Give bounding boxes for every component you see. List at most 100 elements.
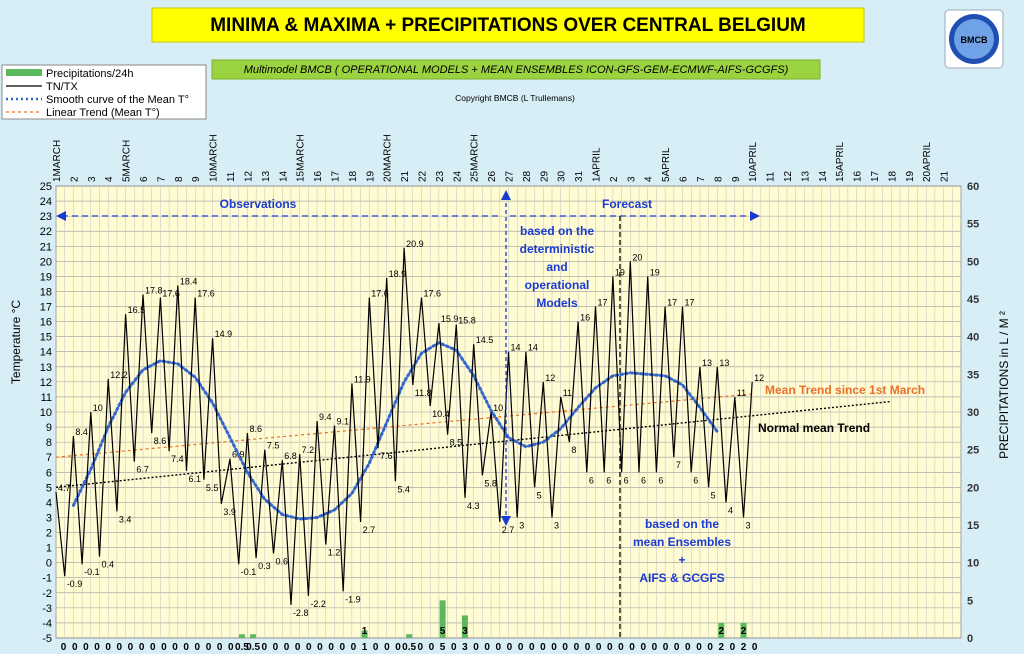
precip-label: 0 xyxy=(339,642,345,653)
temp-point-label: 2.7 xyxy=(502,525,515,535)
precip-label: 0 xyxy=(752,642,758,653)
temp-point-label: 12 xyxy=(545,373,555,383)
temp-point-label: 8 xyxy=(571,445,576,455)
y-tick-label: -5 xyxy=(42,633,52,645)
x-tick-label: 8 xyxy=(713,176,724,182)
precip-label: 0 xyxy=(596,642,602,653)
y-tick-label: 15 xyxy=(40,332,52,344)
ensembles-note-line: based on the xyxy=(645,517,719,531)
grid xyxy=(55,185,962,639)
precip-label: 0 xyxy=(128,642,134,653)
temp-point-label: -2.8 xyxy=(293,608,309,618)
precip-label: 0 xyxy=(306,642,312,653)
temp-point-label: 6.1 xyxy=(189,474,202,484)
x-tick-label: 24 xyxy=(452,170,463,182)
precip-label: 0 xyxy=(295,642,301,653)
precip-labels: 0 0 0 0 0 0 0 0 0 0 0 0 0 0 0 0 0.50.5 0 0 0 0 0 0 0 0 0 110 0 0 0.5 0… xyxy=(61,626,758,653)
bmcb-logo: BMCB xyxy=(944,9,1004,69)
y-tick-label: -3 xyxy=(42,603,52,615)
temp-point-label: 12 xyxy=(754,373,764,383)
smooth-mean-curve xyxy=(71,341,719,521)
y-right-tick-label: 10 xyxy=(967,558,979,570)
temperature-labels: 4.7 -0.9 8.4 -0.1 10 0.4 12.2 3.4 16.5 6.7 17.8 8.6… xyxy=(58,239,764,618)
temp-point-label: 0.6 xyxy=(276,557,289,567)
precip-bar xyxy=(361,630,368,638)
title-box xyxy=(151,7,865,43)
x-tick-label: 28 xyxy=(522,170,533,182)
y-tick-label: 4 xyxy=(46,497,52,509)
deterministic-note-line: operational xyxy=(525,278,590,292)
precip-label: 0 xyxy=(105,642,111,653)
temp-point-label: -0.1 xyxy=(241,567,257,577)
forecast-arrow xyxy=(510,211,760,221)
y-tick-label: 7 xyxy=(46,452,52,464)
temp-point-label: 6 xyxy=(606,475,611,485)
temp-point-label: 17.6 xyxy=(197,288,215,298)
temperature-series xyxy=(55,247,753,605)
precip-bar-label: 5 xyxy=(440,626,446,637)
x-tick-label: 22 xyxy=(417,170,428,182)
temp-point-label: 3.9 xyxy=(223,507,236,517)
precip-label: 0 xyxy=(429,642,435,653)
temp-point-label: 10.4 xyxy=(432,409,450,419)
legend-swatch-precip xyxy=(6,69,42,76)
precip-label: 0 xyxy=(217,642,223,653)
temp-point-label: 3.4 xyxy=(119,514,132,524)
y-tick-label: 9 xyxy=(46,422,52,434)
temp-point-label: 0.4 xyxy=(102,560,115,570)
temp-point-label: 19 xyxy=(650,267,660,277)
temp-point-label: 18.9 xyxy=(389,269,407,279)
legend-label: Precipitations/24h xyxy=(46,68,133,80)
legend-label: Linear Trend (Mean T°) xyxy=(46,107,160,119)
precip-bar xyxy=(740,622,747,638)
x-tick-label: 17 xyxy=(870,170,881,182)
precip-label: 0 xyxy=(72,642,78,653)
y-right-tick-label: 15 xyxy=(967,520,979,532)
y-axis-label: Temperature °C xyxy=(9,300,23,384)
temp-point-label: 8.6 xyxy=(249,424,262,434)
precip-label: 0.5 xyxy=(246,642,260,653)
precip-label: 0 xyxy=(418,642,424,653)
x-tick-label: 10MARCH xyxy=(209,134,220,182)
temp-point-label: 16 xyxy=(580,313,590,323)
temp-point-label: 4.7 xyxy=(58,483,71,493)
y-axis-right-ticks: 0 5 10 15 20 25 30 35 40 45 50 55 60 xyxy=(967,181,979,645)
temp-point-label: 1.2 xyxy=(328,548,341,558)
x-tick-label: 21 xyxy=(940,170,951,182)
temp-point-label: 17 xyxy=(667,298,677,308)
ensembles-note-line: AIFS & GCGFS xyxy=(639,571,724,585)
x-tick-label: 11 xyxy=(226,171,237,182)
x-tick-label: 3 xyxy=(626,176,637,182)
x-tick-label: 8 xyxy=(174,176,185,182)
x-tick-label: 10APRIL xyxy=(748,142,759,182)
x-tick-label: 19 xyxy=(365,170,376,182)
precip-label: 0 xyxy=(585,642,591,653)
x-tick-label: 20APRIL xyxy=(922,142,933,182)
temp-point-label: 17 xyxy=(685,298,695,308)
y-tick-label: 12 xyxy=(40,377,52,389)
y-right-tick-label: 30 xyxy=(967,407,979,419)
precip-bar xyxy=(461,615,468,638)
x-tick-label: 7 xyxy=(696,176,707,182)
precip-bar-label: 3 xyxy=(462,626,468,637)
temp-point-label: 10 xyxy=(493,403,503,413)
precip-label: 0 xyxy=(172,642,178,653)
y-tick-label: 6 xyxy=(46,467,52,479)
precip-label: 0 xyxy=(351,642,357,653)
normal-trend-label: Normal mean Trend xyxy=(758,421,870,435)
temp-point-label: 16.5 xyxy=(128,305,146,315)
precip-label: 0 xyxy=(61,642,67,653)
precip-label: 0 xyxy=(83,642,89,653)
y-tick-label: 13 xyxy=(40,362,52,374)
x-tick-label: 29 xyxy=(539,170,550,182)
y-right-tick-label: 45 xyxy=(967,294,979,306)
ensembles-note-line: + xyxy=(678,553,685,567)
temp-point-label: 17.6 xyxy=(371,288,389,298)
temp-point-label: 8.4 xyxy=(75,427,88,437)
legend-label: TN/TX xyxy=(46,81,78,93)
precip-label: 0 xyxy=(451,642,457,653)
precip-label: 0 xyxy=(507,642,513,653)
x-tick-label: 6 xyxy=(139,176,150,182)
x-tick-label: 12 xyxy=(243,170,254,182)
precip-bars xyxy=(238,600,747,638)
